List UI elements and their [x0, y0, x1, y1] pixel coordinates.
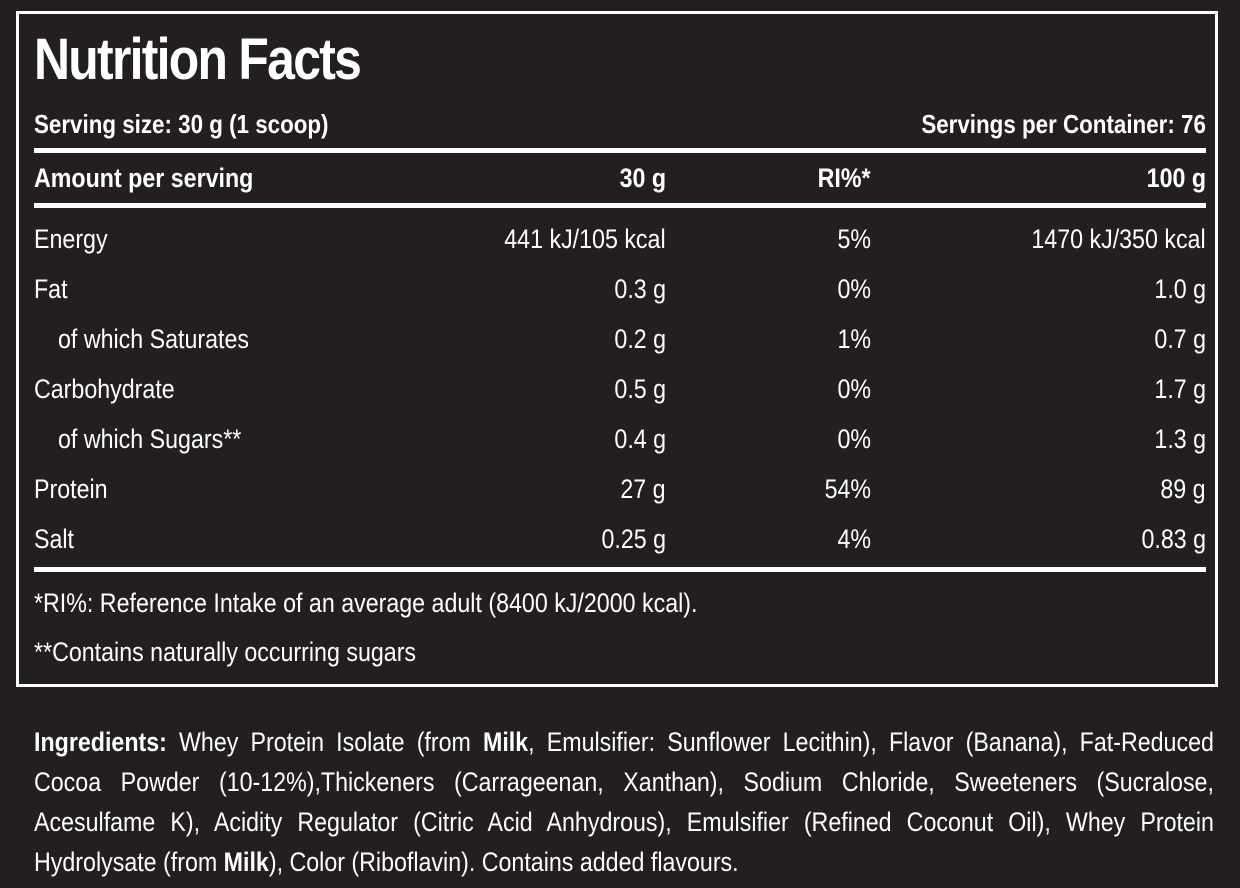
nutrient-name: Protein — [34, 474, 108, 504]
per-100g: 1.0 g — [1154, 274, 1206, 304]
per-serving: 0.3 g — [614, 274, 666, 304]
per-serving: 0.4 g — [614, 424, 666, 454]
ri-percent: 54% — [824, 474, 871, 504]
footnote-sugars: **Contains naturally occurring sugars — [34, 637, 417, 667]
divider — [34, 567, 1206, 572]
per-100g: 0.83 g — [1141, 524, 1206, 554]
ingredients-part: , Emulsifier: Sunflower Lecithin), Flavo… — [34, 727, 1214, 877]
header-100g: 100 g — [1146, 163, 1206, 193]
table-header: Amount per serving 30 g RI%* 100 g — [34, 161, 1206, 195]
table-row: of which Saturates 0.2 g 1% 0.7 g — [34, 322, 1206, 356]
per-serving: 0.5 g — [614, 374, 666, 404]
serving-size: Serving size: 30 g (1 scoop) — [34, 109, 329, 139]
ri-percent: 4% — [837, 524, 871, 554]
nutrient-name: Fat — [34, 274, 68, 304]
per-serving: 441 kJ/105 kcal — [504, 224, 666, 254]
header-30g: 30 g — [619, 163, 666, 193]
nutrient-name: of which Sugars** — [58, 424, 242, 454]
divider — [34, 148, 1206, 153]
ingredients-text: Ingredients: Whey Protein Isolate (from … — [34, 722, 1214, 882]
nutrition-facts-panel — [16, 11, 1218, 687]
per-100g: 1.7 g — [1154, 374, 1206, 404]
per-100g: 1470 kJ/350 kcal — [1031, 224, 1206, 254]
table-row: Carbohydrate 0.5 g 0% 1.7 g — [34, 372, 1206, 406]
per-100g: 0.7 g — [1154, 324, 1206, 354]
nutrient-name: Carbohydrate — [34, 374, 175, 404]
per-serving: 0.25 g — [601, 524, 666, 554]
allergen-milk: Milk — [223, 847, 269, 877]
per-100g: 1.3 g — [1154, 424, 1206, 454]
header-ri: RI%* — [818, 163, 871, 193]
allergen-milk: Milk — [483, 727, 529, 757]
ingredients-label: Ingredients: — [34, 727, 167, 757]
per-serving: 27 g — [620, 474, 666, 504]
ri-percent: 1% — [837, 324, 871, 354]
per-100g: 89 g — [1160, 474, 1206, 504]
footnote-ri: *RI%: Reference Intake of an average adu… — [34, 588, 698, 618]
ingredients-part: Whey Protein Isolate (from — [166, 727, 484, 757]
nutrient-name: of which Saturates — [58, 324, 250, 354]
ri-percent: 0% — [837, 274, 871, 304]
ri-percent: 5% — [837, 224, 871, 254]
ri-percent: 0% — [837, 374, 871, 404]
divider — [34, 203, 1206, 208]
table-row: Fat 0.3 g 0% 1.0 g — [34, 272, 1206, 306]
header-amount: Amount per serving — [34, 163, 254, 193]
nutrient-name: Energy — [34, 224, 108, 254]
per-serving: 0.2 g — [614, 324, 666, 354]
table-row: Energy 441 kJ/105 kcal 5% 1470 kJ/350 kc… — [34, 222, 1206, 256]
nutrient-name: Salt — [34, 524, 75, 554]
table-row: Salt 0.25 g 4% 0.83 g — [34, 522, 1206, 556]
ingredients-part: ), Color (Riboflavin). Contains added fl… — [268, 847, 739, 877]
servings-per-container: Servings per Container: 76 — [921, 109, 1206, 139]
table-row: Protein 27 g 54% 89 g — [34, 472, 1206, 506]
ri-percent: 0% — [837, 424, 871, 454]
table-row: of which Sugars** 0.4 g 0% 1.3 g — [34, 422, 1206, 456]
label-title: Nutrition Facts — [34, 27, 362, 92]
